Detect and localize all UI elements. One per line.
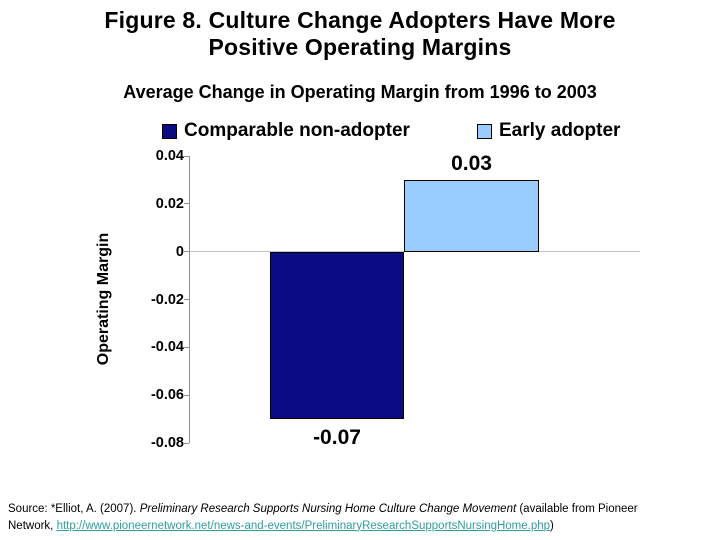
y-tick-label: -0.08: [150, 435, 184, 451]
legend: Comparable non-adopter Early adopter: [0, 120, 720, 142]
y-axis-tick: [184, 251, 189, 253]
source-prefix: Source: *Elliot, A. (2007).: [8, 503, 140, 515]
legend-label-non-adopter: Comparable non-adopter: [184, 120, 410, 141]
legend-item-early-adopter: Early adopter: [477, 120, 620, 142]
source-line-2: Network, http://www.pioneernetwork.net/n…: [8, 518, 716, 535]
bar-early-adopter: [404, 179, 539, 252]
source-link[interactable]: http://www.pioneernetwork.net/news-and-e…: [56, 519, 551, 532]
legend-swatch-non-adopter-icon: [162, 123, 177, 139]
y-tick-label: 0.02: [155, 195, 184, 212]
y-tick-label: -0.04: [150, 339, 184, 356]
y-axis-tick: [184, 394, 189, 396]
y-axis-tick: [184, 155, 189, 157]
legend-item-non-adopter: Comparable non-adopter: [162, 120, 410, 142]
y-axis-line: [189, 156, 190, 443]
y-axis-tick: [184, 442, 189, 444]
bar-data-label: 0.03: [451, 151, 492, 175]
y-axis-tick: [184, 299, 189, 300]
y-axis-title: Operating Margin: [95, 232, 112, 366]
legend-label-early-adopter: Early adopter: [499, 120, 621, 141]
y-axis-tick: [184, 346, 189, 348]
slide-title: Figure 8. Culture Change Adopters Have M…: [104, 7, 616, 60]
y-tick-label: 0.04: [155, 148, 184, 164]
zero-gridline: [190, 251, 640, 253]
bar-data-label: -0.07: [313, 426, 361, 450]
plot-area: 0.04 0.02 0 -0.02 -0.04 -0.06 -0.08 -0.07 0.03: [151, 149, 640, 450]
y-tick-label: 0: [175, 243, 184, 260]
source-note: Source: *Elliot, A. (2007). Preliminary …: [8, 501, 716, 534]
y-tick-label: -0.06: [150, 387, 184, 404]
chart-title: Average Change in Operating Margin from …: [123, 82, 597, 102]
bar-chart: Comparable non-adopter Early adopter Ope…: [0, 120, 720, 450]
source-line2-prefix: Network,: [8, 519, 57, 532]
bar-non-adopter: [270, 251, 404, 420]
source-mid: (available from Pioneer: [516, 503, 638, 515]
y-axis-tick: [184, 203, 189, 205]
source-suffix: ): [550, 519, 554, 532]
y-tick-label: -0.02: [150, 291, 184, 308]
source-citation-title: Preliminary Research Supports Nursing Ho…: [139, 503, 517, 515]
source-line-1: Source: *Elliot, A. (2007). Preliminary …: [8, 501, 716, 518]
legend-swatch-early-adopter-icon: [477, 123, 492, 139]
